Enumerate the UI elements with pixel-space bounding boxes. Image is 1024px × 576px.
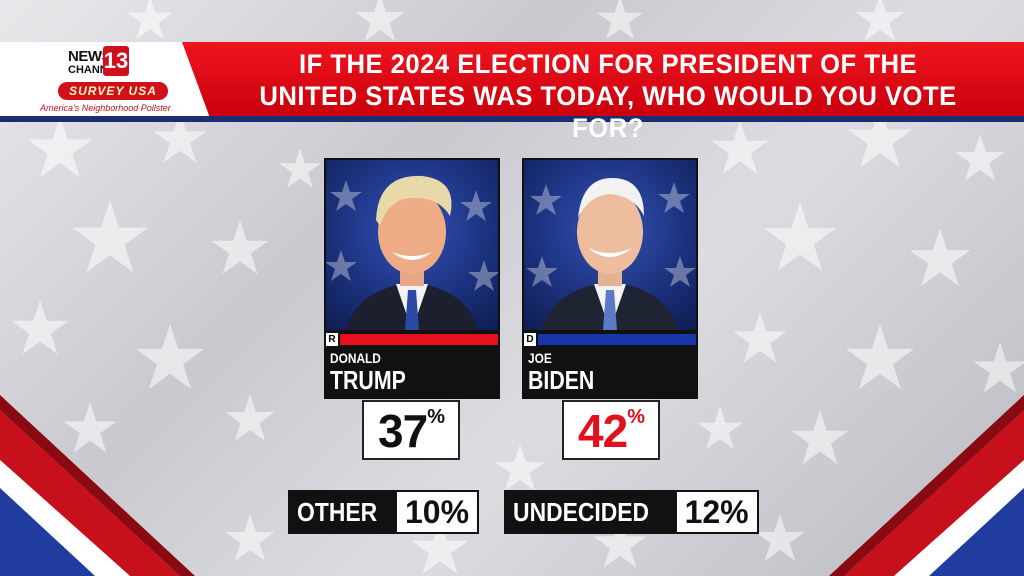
percent-sign: %	[427, 406, 445, 428]
percent-value: 37	[378, 405, 428, 457]
undecided-result: UNDECIDED 12%	[504, 490, 759, 534]
portrait-biden-icon	[526, 178, 696, 330]
candidate-last-name: TRUMP	[330, 365, 406, 395]
station-logo: NEWS CHANNEL 13 SURVEY USA America's Nei…	[0, 42, 210, 118]
logo-news-text: NEWS	[68, 48, 112, 65]
percent-biden: 42%	[562, 400, 660, 460]
percent-sign: %	[627, 406, 645, 428]
candidate-first-name: JOE	[528, 350, 552, 366]
poll-question: IF THE 2024 ELECTION FOR PRESIDENT OF TH…	[228, 48, 988, 144]
candidate-name-box: JOE BIDEN	[522, 347, 698, 399]
undecided-value: 12%	[676, 492, 757, 532]
header-underline	[0, 116, 1024, 122]
candidate-first-name: DONALD	[330, 350, 381, 366]
logo-survey-usa: SURVEY USA	[58, 82, 168, 100]
logo-number: 13	[103, 46, 129, 76]
party-color-bar	[538, 334, 696, 345]
portrait-trump-icon	[326, 175, 498, 330]
party-bar-trump: R	[324, 332, 500, 347]
poll-question-line2: UNITED STATES WAS TODAY, WHO WOULD YOU V…	[259, 81, 957, 143]
candidate-name-box: DONALD TRUMP	[324, 347, 500, 399]
percent-trump: 37%	[362, 400, 460, 460]
party-letter: D	[524, 333, 536, 346]
undecided-label: UNDECIDED	[513, 497, 650, 527]
poll-question-line1: IF THE 2024 ELECTION FOR PRESIDENT OF TH…	[298, 49, 918, 79]
other-value: 10%	[397, 492, 478, 532]
header-banner: NEWS CHANNEL 13 SURVEY USA America's Nei…	[0, 42, 1024, 143]
candidate-card-biden: D JOE BIDEN	[522, 158, 698, 399]
candidate-photo-biden	[522, 158, 698, 332]
candidate-last-name: BIDEN	[528, 365, 595, 395]
other-label: OTHER	[297, 497, 378, 527]
party-bar-biden: D	[522, 332, 698, 347]
logo-tagline: America's Neighborhood Pollster	[40, 103, 171, 113]
party-color-bar	[340, 334, 498, 345]
other-result: OTHER 10%	[288, 490, 480, 534]
percent-value: 42	[578, 405, 628, 457]
party-letter: R	[326, 333, 338, 346]
candidate-card-trump: R DONALD TRUMP	[324, 158, 500, 399]
title-bar	[178, 42, 1024, 118]
candidate-photo-trump	[324, 158, 500, 332]
